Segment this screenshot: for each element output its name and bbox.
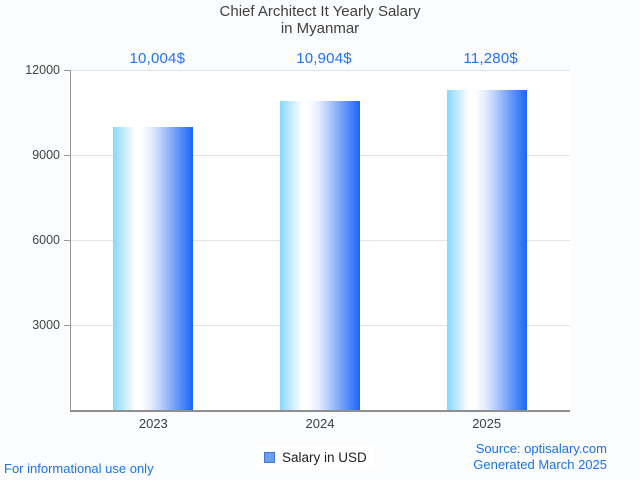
chart-title-line2: in Myanmar xyxy=(280,20,360,37)
bar-2023[interactable] xyxy=(113,126,194,410)
chart-title: Chief Architect It Yearly Salary in Myan… xyxy=(0,3,640,37)
y-tick-label: 9000 xyxy=(32,148,60,162)
source-link[interactable]: Source: optisalary.com xyxy=(475,441,607,456)
bar-2024[interactable] xyxy=(280,101,360,410)
bar-value-label: 11,280$ xyxy=(463,50,518,67)
legend-swatch-icon xyxy=(264,451,275,463)
bar-2025[interactable] xyxy=(446,90,527,410)
bar-value-label: 10,004$ xyxy=(129,50,186,67)
y-tick-mark xyxy=(64,155,70,156)
legend-item-salary-in-usd[interactable]: Salary in USD xyxy=(256,446,375,468)
x-tick-label: 2024 xyxy=(305,416,335,431)
y-tick-mark xyxy=(64,70,70,71)
y-tick-label: 3000 xyxy=(32,318,60,332)
generated-date: Generated March 2025 xyxy=(473,457,607,472)
gridline xyxy=(70,70,570,71)
disclaimer-text: For informational use only xyxy=(4,461,154,476)
x-tick-label: 2023 xyxy=(138,416,168,431)
y-tick-mark xyxy=(64,325,70,326)
y-tick-label: 12000 xyxy=(25,63,60,77)
y-axis-line xyxy=(70,70,71,410)
bar-value-label: 10,904$ xyxy=(296,50,352,67)
footer-source-block: Source: optisalary.com Generated March 2… xyxy=(473,441,607,473)
y-tick-mark xyxy=(64,240,70,241)
legend-label: Salary in USD xyxy=(282,449,367,465)
y-tick-label: 6000 xyxy=(32,233,60,247)
x-axis-baseline xyxy=(70,410,570,412)
chart-title-line1: Chief Architect It Yearly Salary xyxy=(219,3,421,20)
x-tick-label: 2025 xyxy=(472,416,502,431)
